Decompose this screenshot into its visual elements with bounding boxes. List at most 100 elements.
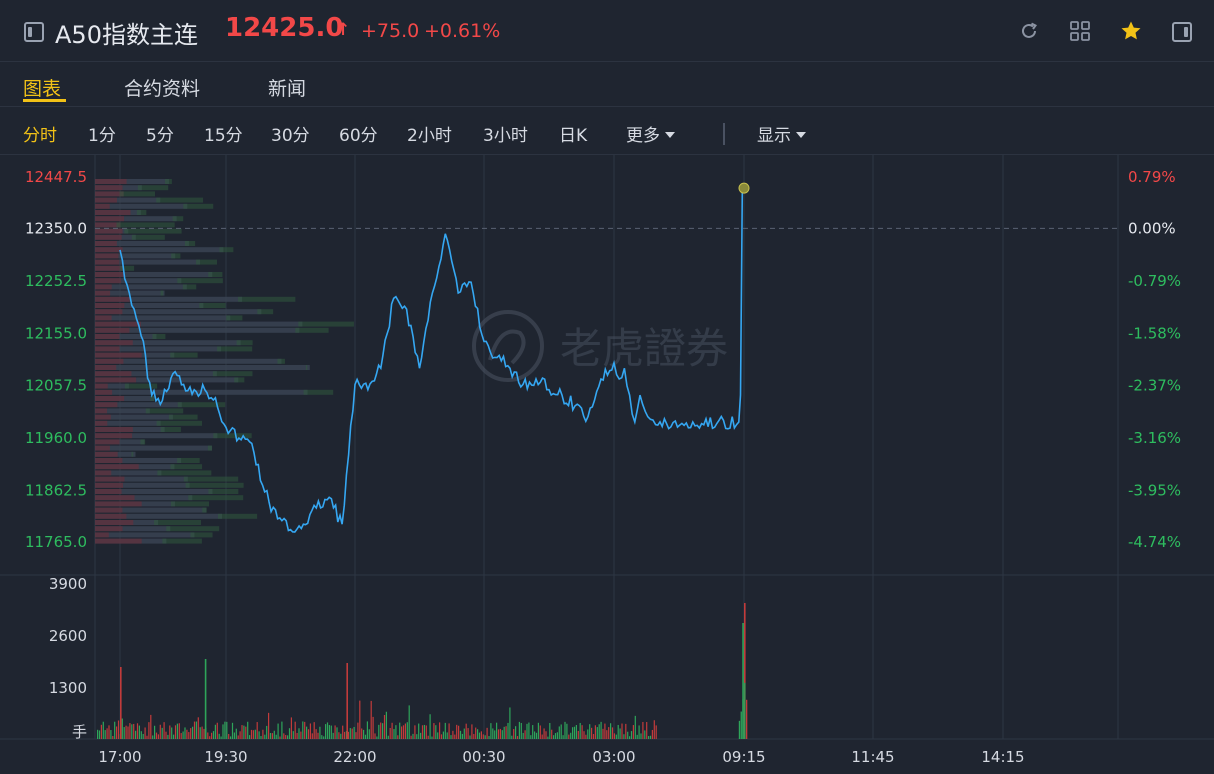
profile-bar-up <box>95 309 123 315</box>
price-tick-label: 12252.5 <box>25 272 87 290</box>
volume-bar <box>292 731 294 739</box>
volume-bar <box>203 728 205 739</box>
profile-bar-up <box>95 203 110 209</box>
profile-bar-down <box>171 253 181 259</box>
volume-bar <box>138 725 140 739</box>
volume-bar <box>383 714 386 739</box>
volume-bar <box>294 721 296 739</box>
volume-bar <box>180 733 182 739</box>
volume-tick-label: 1300 <box>49 679 87 697</box>
period-1min[interactable]: 1分 <box>88 126 116 146</box>
grid-icon[interactable] <box>1069 20 1091 42</box>
volume-bar <box>585 734 587 739</box>
price-tick-label: 12350.0 <box>25 219 87 237</box>
volume-bar <box>494 730 496 739</box>
time-tick-label: 03:00 <box>592 748 635 766</box>
volume-bar <box>558 726 560 739</box>
volume-bar <box>630 731 633 739</box>
tab-chart[interactable]: 图表 <box>23 78 62 100</box>
volume-bar <box>492 728 494 739</box>
period-2h[interactable]: 2小时 <box>407 126 452 146</box>
plot-area <box>95 155 1118 739</box>
profile-bar-down <box>217 346 253 352</box>
volume-bar <box>648 736 650 739</box>
volume-bar <box>613 733 615 739</box>
profile-bar-up <box>95 222 121 228</box>
period-5min[interactable]: 5分 <box>146 126 174 146</box>
volume-bar <box>589 724 591 739</box>
panel-right-icon[interactable] <box>1172 22 1192 42</box>
time-tick-label: 09:15 <box>722 748 765 766</box>
volume-bar <box>359 700 361 739</box>
volume-bar <box>117 720 120 739</box>
profile-bar-down <box>226 315 243 321</box>
profile-bar <box>95 358 282 364</box>
period-timeshare[interactable]: 分时 <box>23 126 57 146</box>
intraday-chart[interactable]: 老虎證券 12447.5 12350.0 12252.5 12155.0 12057.5… <box>0 155 1214 774</box>
profile-bar <box>95 321 303 327</box>
volume-bar <box>554 733 557 739</box>
profile-bar-down <box>160 427 181 432</box>
volume-bar <box>201 726 203 739</box>
volume-bar <box>408 705 410 739</box>
profile-bar <box>95 247 224 253</box>
period-daily[interactable]: 日K <box>559 126 588 146</box>
volume-bar <box>402 725 405 739</box>
more-dropdown[interactable]: 更多 <box>626 121 675 146</box>
period-30min[interactable]: 30分 <box>271 126 310 146</box>
chevron-down-icon <box>796 131 806 138</box>
profile-bar <box>95 327 300 333</box>
profile-bar-down <box>119 191 156 197</box>
volume-bar <box>471 724 473 739</box>
volume-bar <box>587 729 589 739</box>
profile-bar-up <box>95 408 108 414</box>
volume-bar <box>364 734 367 739</box>
profile-bar-down <box>160 290 164 296</box>
volume-bar <box>444 722 446 739</box>
profile-bar-down <box>164 179 172 184</box>
tab-contract-info[interactable]: 合约资料 <box>124 78 201 100</box>
volume-bar <box>258 731 260 739</box>
volume-bar <box>353 726 355 739</box>
volume-bar <box>209 736 211 739</box>
period-15min[interactable]: 15分 <box>204 126 243 146</box>
volume-bar <box>290 717 292 739</box>
profile-bar <box>95 420 161 426</box>
volume-bar <box>165 731 167 739</box>
period-60min[interactable]: 60分 <box>339 126 378 146</box>
volume-bar <box>583 731 585 739</box>
profile-bar-up <box>95 321 141 327</box>
last-price-marker <box>738 182 750 194</box>
profile-bar-up <box>95 346 120 352</box>
volume-bar <box>186 729 188 739</box>
profile-bar-down <box>170 352 198 358</box>
display-dropdown[interactable]: 显示 <box>757 121 806 146</box>
profile-bar-up <box>95 513 127 519</box>
refresh-icon[interactable] <box>1018 20 1040 42</box>
volume-bar <box>268 712 270 739</box>
tab-news[interactable]: 新闻 <box>268 78 307 100</box>
volume-bar <box>549 722 551 739</box>
profile-bar-up <box>95 433 133 439</box>
volume-bar <box>366 721 368 739</box>
volume-bar <box>309 723 311 739</box>
profile-bar-down <box>136 210 147 215</box>
volume-bar <box>382 723 384 739</box>
period-3h[interactable]: 3小时 <box>483 126 528 146</box>
volume-bar <box>254 729 256 739</box>
volume-bar <box>530 735 532 739</box>
volume-bar-peak <box>744 603 746 739</box>
volume-bar <box>300 731 302 739</box>
volume-bar <box>237 735 239 739</box>
time-tick-label: 17:00 <box>98 748 141 766</box>
volume-bar <box>252 730 254 739</box>
profile-bar-up <box>95 197 117 203</box>
volume-bar <box>368 729 370 739</box>
watermark: 老虎證券 <box>472 310 728 382</box>
time-tick-label: 00:30 <box>462 748 505 766</box>
volume-bar <box>197 717 199 739</box>
volume-bar <box>427 735 429 739</box>
panel-left-icon[interactable] <box>24 22 44 42</box>
volume-bar <box>133 723 135 739</box>
star-icon[interactable] <box>1120 20 1142 42</box>
